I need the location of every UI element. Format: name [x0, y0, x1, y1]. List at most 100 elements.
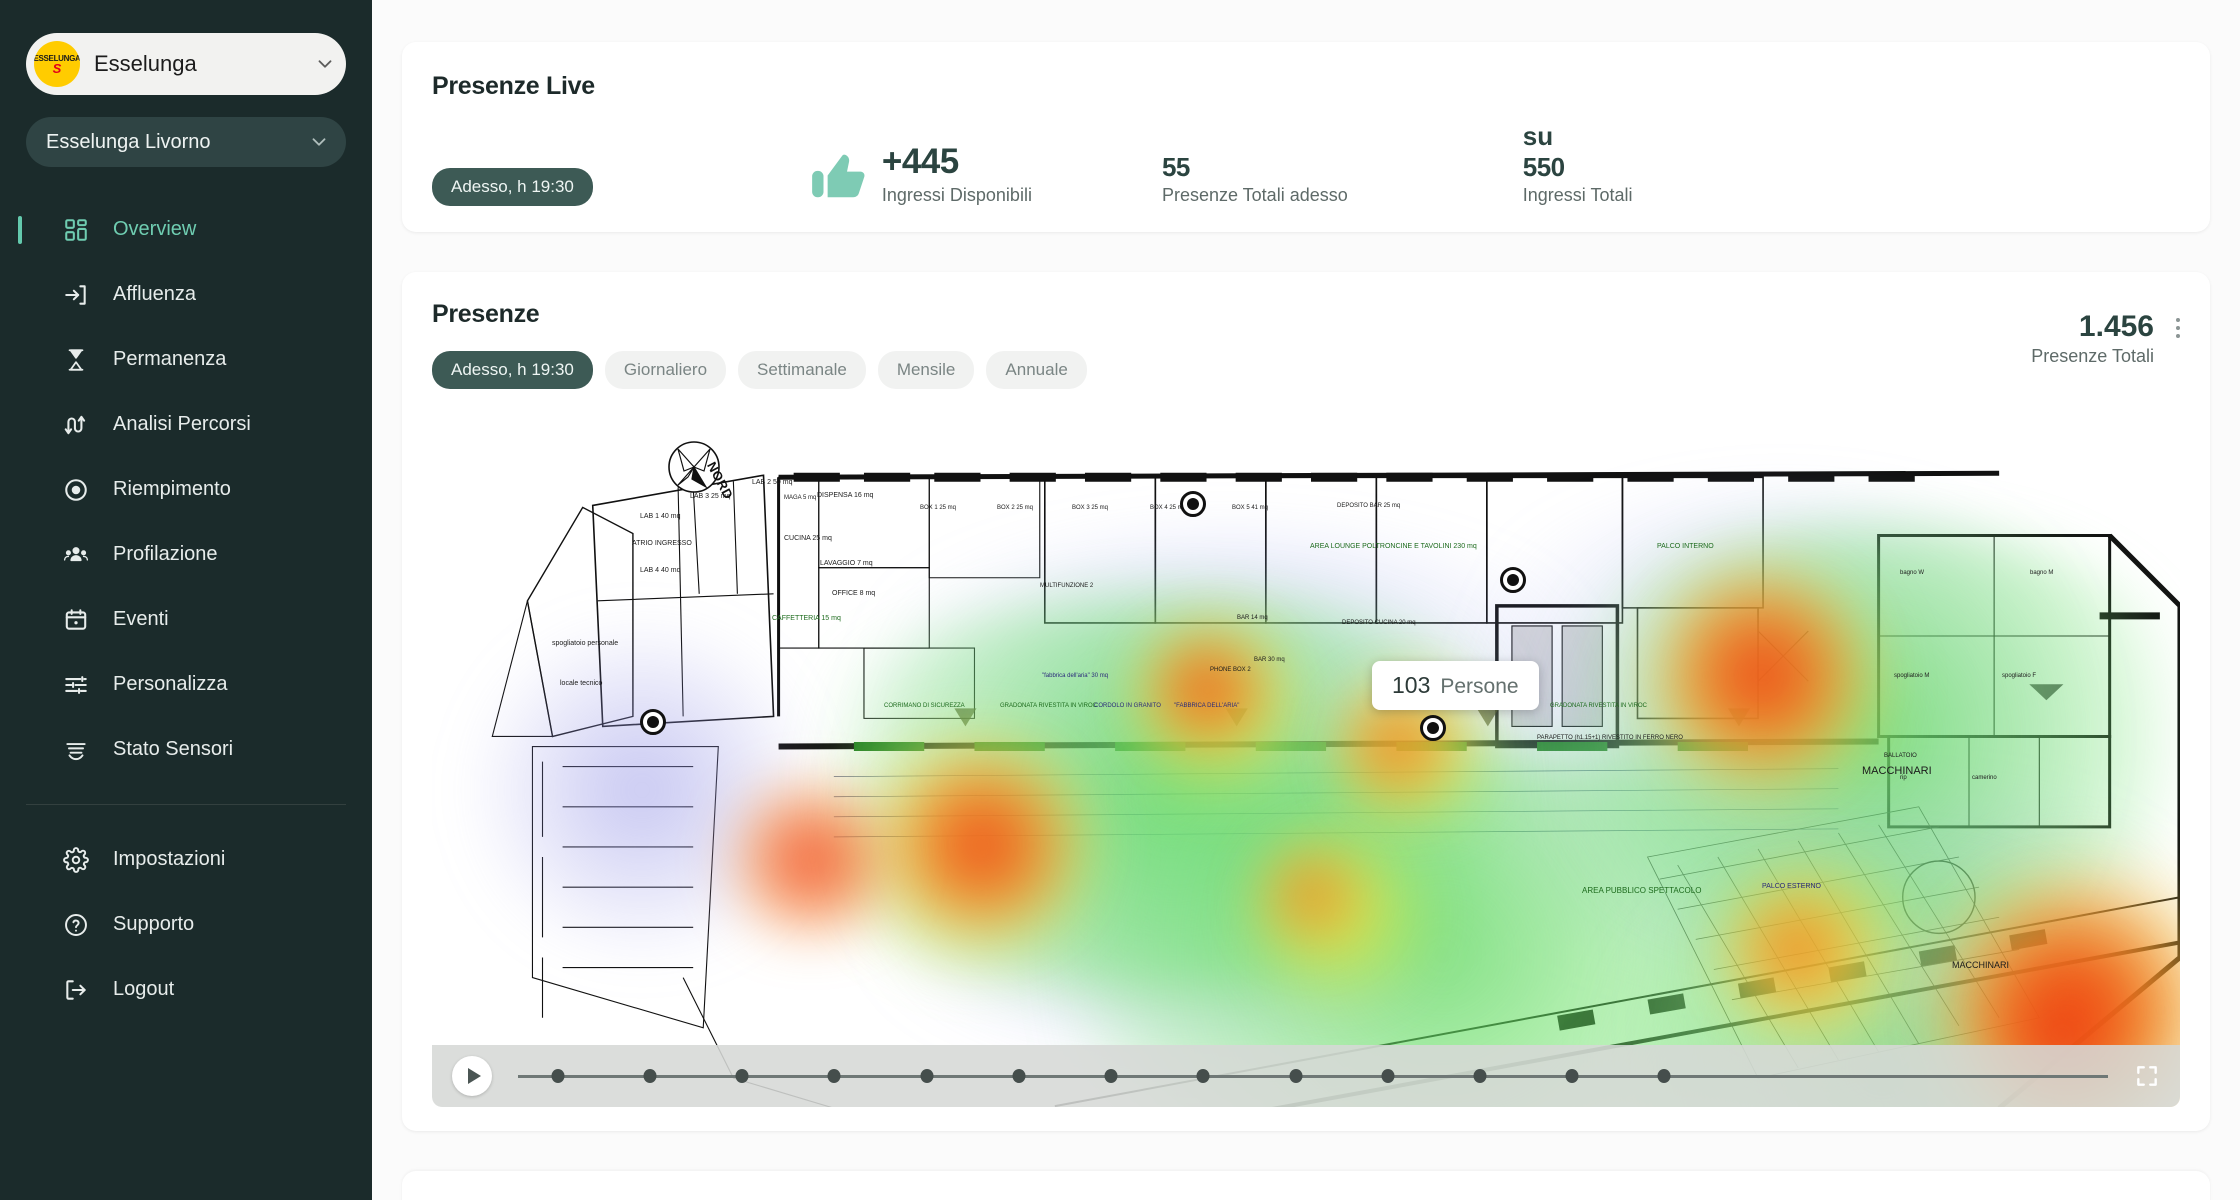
card-title: Affluenza — [432, 1197, 2180, 1200]
sidebar-item-label: Permanenza — [113, 348, 227, 370]
sidebar-item-overview[interactable]: Overview — [18, 197, 346, 262]
card-title: Presenze — [432, 300, 540, 328]
timeline-marker[interactable] — [827, 1069, 841, 1083]
available-entries-stat: +445 Ingressi Disponibili — [882, 141, 1032, 206]
esselunga-logo-icon: ESSELUNGA S — [34, 41, 80, 87]
thumbs-up-icon — [812, 154, 865, 198]
sensor-marker[interactable] — [1420, 715, 1446, 741]
tab-settimanale[interactable]: Settimanale — [738, 351, 866, 389]
heatmap-tooltip: 103 Persone — [1372, 661, 1539, 710]
sensor-marker[interactable] — [1180, 491, 1206, 517]
timeline-marker[interactable] — [1289, 1069, 1302, 1083]
tab-adesso[interactable]: Adesso, h 19:30 — [432, 351, 593, 389]
active-indicator — [18, 215, 22, 244]
timeline-marker[interactable] — [643, 1069, 657, 1083]
logout-icon — [63, 977, 89, 1003]
logo-wordmark: ESSELUNGA — [34, 53, 80, 63]
main-navigation: Overview Affluenza — [18, 197, 346, 782]
grid-icon — [63, 217, 89, 243]
kebab-menu-icon[interactable] — [2176, 310, 2180, 338]
sidebar-item-affluenza[interactable]: Affluenza — [26, 262, 346, 327]
store-name: Esselunga Livorno — [46, 130, 211, 153]
sidebar-item-label: Eventi — [113, 608, 169, 630]
login-arrow-icon — [63, 282, 89, 308]
sidebar-item-label: Riempimento — [113, 478, 231, 500]
gear-icon — [63, 846, 89, 873]
timeline-marker[interactable] — [1196, 1069, 1210, 1083]
card-title: Presenze Live — [432, 72, 595, 100]
org-name: Esselunga — [94, 51, 197, 76]
sidebar-item-riempimento[interactable]: Riempimento — [26, 457, 346, 522]
sensor-marker[interactable] — [1500, 567, 1526, 593]
sidebar: ESSELUNGA S Esselunga Esselunga Livorno — [0, 0, 372, 1200]
heatmap-viewport[interactable]: LAB 2 50 mq LAB 3 25 mq LAB 1 40 mq LAB … — [432, 415, 2180, 1107]
timeline-marker[interactable] — [1381, 1069, 1395, 1083]
timeline-marker[interactable] — [1657, 1069, 1671, 1083]
sidebar-item-label: Affluenza — [113, 283, 197, 305]
affluenza-card: Affluenza — [402, 1171, 2210, 1200]
sensor-icon — [63, 737, 89, 763]
playback-timeline — [432, 1045, 2180, 1107]
sidebar-item-permanenza[interactable]: Permanenza — [26, 327, 346, 392]
timeline-track[interactable] — [518, 1069, 2108, 1083]
compass-rose: NORD — [662, 435, 736, 504]
paths-icon — [63, 412, 89, 438]
sidebar-item-eventi[interactable]: Eventi — [26, 587, 346, 652]
capacity-value: 550 — [1522, 152, 1565, 182]
secondary-navigation: Impostazioni Supporto — [26, 827, 346, 1022]
presenze-header: Presenze Adesso, h 19:30 Giornaliero Set… — [432, 300, 2180, 389]
live-time-pill[interactable]: Adesso, h 19:30 — [432, 168, 593, 206]
live-stats-row: Adesso, h 19:30 +445 Ingressi Disponibil… — [432, 121, 2180, 206]
timeline-marker[interactable] — [1104, 1069, 1118, 1083]
total-presence-label: Presenze Totali — [2031, 346, 2154, 366]
tab-mensile[interactable]: Mensile — [877, 351, 975, 389]
sidebar-divider — [26, 804, 346, 805]
logo-monogram: S — [52, 60, 62, 76]
help-circle-icon — [63, 912, 89, 938]
sidebar-item-stato-sensori[interactable]: Stato Sensori — [26, 717, 346, 782]
calendar-icon — [63, 607, 89, 633]
heatmap-overlay — [432, 415, 2180, 1107]
sidebar-item-label: Analisi Percorsi — [113, 413, 251, 435]
tab-giornaliero[interactable]: Giornaliero — [604, 351, 727, 389]
timeline-marker[interactable] — [1012, 1069, 1026, 1083]
timeline-marker[interactable] — [1473, 1069, 1487, 1083]
sliders-icon — [63, 672, 89, 698]
timeline-marker[interactable] — [920, 1069, 934, 1083]
timeline-marker[interactable] — [1565, 1069, 1579, 1083]
sidebar-item-label: Stato Sensori — [113, 738, 234, 760]
total-capacity-stat: su 550 Ingressi Totali — [1523, 121, 1633, 206]
sidebar-item-label: Personalizza — [113, 673, 228, 695]
tooltip-label: Persone — [1440, 675, 1519, 698]
play-icon — [467, 1068, 481, 1084]
sidebar-item-supporto[interactable]: Supporto — [26, 892, 346, 957]
main-content: Presenze Live Adesso, h 19:30 +445 Ingre… — [372, 0, 2240, 1200]
sidebar-item-impostazioni[interactable]: Impostazioni — [26, 827, 346, 892]
play-button[interactable] — [452, 1056, 492, 1096]
current-presence-value: 55 — [1161, 152, 1190, 182]
sidebar-item-personalizza[interactable]: Personalizza — [26, 652, 346, 717]
tab-annuale[interactable]: Annuale — [986, 351, 1087, 389]
sidebar-item-analisi-percorsi[interactable]: Analisi Percorsi — [26, 392, 346, 457]
fullscreen-icon[interactable] — [2134, 1063, 2160, 1089]
sidebar-item-label: Profilazione — [113, 543, 218, 565]
available-entries-value: +445 — [881, 142, 959, 181]
total-presence: 1.456 Presenze Totali — [2031, 310, 2154, 367]
sidebar-item-label: Supporto — [113, 913, 195, 935]
target-icon — [63, 477, 89, 503]
sidebar-item-profilazione[interactable]: Profilazione — [26, 522, 346, 587]
sensor-marker[interactable] — [640, 709, 666, 735]
tooltip-value: 103 — [1392, 672, 1431, 698]
timeline-marker[interactable] — [735, 1069, 749, 1083]
timeline-marker[interactable] — [551, 1069, 565, 1083]
store-switcher[interactable]: Esselunga Livorno — [26, 117, 346, 167]
period-tabs: Adesso, h 19:30 Giornaliero Settimanale … — [432, 351, 2031, 389]
available-entries-group: +445 Ingressi Disponibili — [808, 141, 1032, 206]
hourglass-icon — [63, 347, 89, 373]
org-switcher[interactable]: ESSELUNGA S Esselunga — [26, 33, 346, 95]
sidebar-item-logout[interactable]: Logout — [26, 957, 346, 1022]
capacity-label: Ingressi Totali — [1522, 185, 1633, 205]
presenze-summary: 1.456 Presenze Totali — [2031, 300, 2180, 367]
sidebar-item-label: Overview — [113, 218, 197, 240]
chevron-down-icon — [312, 138, 326, 146]
